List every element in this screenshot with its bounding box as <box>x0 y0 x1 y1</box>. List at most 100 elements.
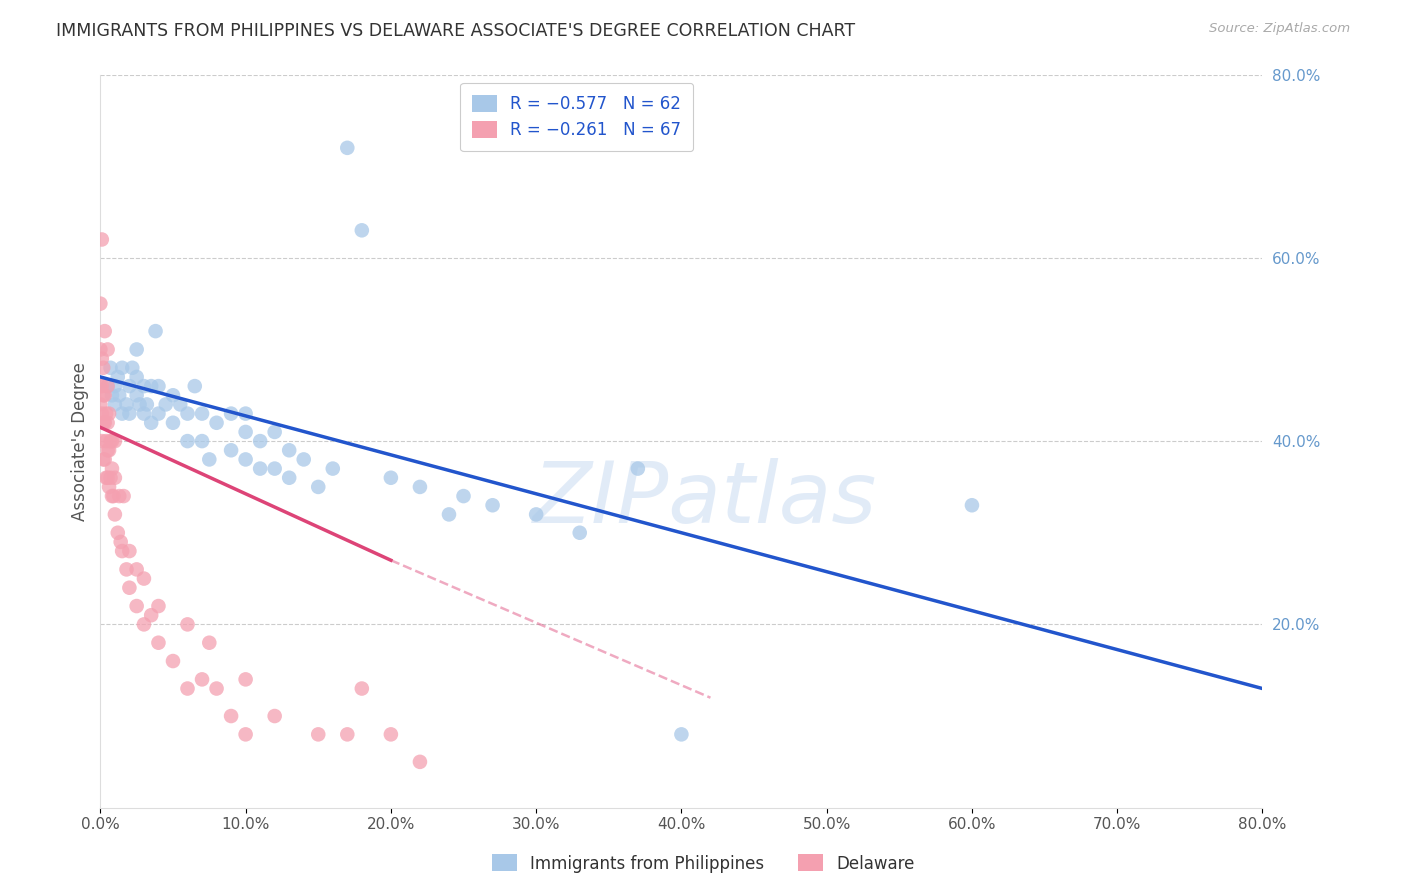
Point <box>132 379 155 393</box>
Point <box>148 407 170 421</box>
Point <box>235 673 257 687</box>
Point <box>380 471 402 485</box>
Y-axis label: Associate's Degree: Associate's Degree <box>72 361 89 521</box>
Point <box>132 617 155 632</box>
Point <box>93 324 115 338</box>
Point <box>350 223 373 237</box>
Point <box>100 471 122 485</box>
Point <box>111 360 134 375</box>
Point <box>148 636 170 650</box>
Point <box>97 416 120 430</box>
Point <box>307 480 329 494</box>
Point <box>97 443 120 458</box>
Point <box>176 617 198 632</box>
Point <box>191 673 214 687</box>
Point <box>380 727 402 741</box>
Point <box>235 407 257 421</box>
Point <box>91 360 114 375</box>
Point <box>93 388 115 402</box>
Point <box>135 397 157 411</box>
Point <box>115 562 138 576</box>
Point <box>278 443 301 458</box>
Legend: R = −0.577   N = 62, R = −0.261   N = 67: R = −0.577 N = 62, R = −0.261 N = 67 <box>461 83 693 151</box>
Point <box>249 461 271 475</box>
Point <box>198 452 221 467</box>
Point <box>115 397 138 411</box>
Point <box>108 388 131 402</box>
Point <box>91 452 114 467</box>
Point <box>104 508 127 522</box>
Point <box>104 397 127 411</box>
Point <box>162 388 184 402</box>
Point <box>98 443 121 458</box>
Point <box>453 489 475 503</box>
Point <box>568 525 591 540</box>
Point <box>132 572 155 586</box>
Point <box>93 416 115 430</box>
Point <box>108 489 131 503</box>
Point <box>118 581 141 595</box>
Point <box>93 452 115 467</box>
Point <box>191 434 214 449</box>
Point <box>125 370 148 384</box>
Point <box>176 681 198 696</box>
Point <box>184 379 207 393</box>
Point <box>118 407 141 421</box>
Point <box>97 343 120 357</box>
Point <box>90 232 112 246</box>
Point <box>960 498 983 512</box>
Point <box>235 727 257 741</box>
Point <box>307 727 329 741</box>
Point <box>89 296 111 310</box>
Point <box>219 709 242 723</box>
Text: ZIPatlas: ZIPatlas <box>533 458 877 541</box>
Point <box>89 379 111 393</box>
Point <box>111 544 134 558</box>
Point <box>107 370 129 384</box>
Point <box>104 379 127 393</box>
Point <box>176 434 198 449</box>
Point <box>91 388 114 402</box>
Point <box>191 407 214 421</box>
Text: Source: ZipAtlas.com: Source: ZipAtlas.com <box>1209 22 1350 36</box>
Point <box>104 434 127 449</box>
Point <box>235 425 257 439</box>
Point <box>198 636 221 650</box>
Text: IMMIGRANTS FROM PHILIPPINES VS DELAWARE ASSOCIATE'S DEGREE CORRELATION CHART: IMMIGRANTS FROM PHILIPPINES VS DELAWARE … <box>56 22 855 40</box>
Point <box>219 407 242 421</box>
Point <box>110 535 132 549</box>
Point <box>91 416 114 430</box>
Point <box>263 425 285 439</box>
Point <box>627 461 650 475</box>
Point <box>278 471 301 485</box>
Point <box>148 379 170 393</box>
Point <box>100 360 122 375</box>
Point <box>148 599 170 613</box>
Point <box>100 434 122 449</box>
Point <box>118 379 141 393</box>
Point <box>409 755 432 769</box>
Point <box>205 681 228 696</box>
Point <box>409 480 432 494</box>
Legend: Immigrants from Philippines, Delaware: Immigrants from Philippines, Delaware <box>485 847 921 880</box>
Point <box>90 379 112 393</box>
Point <box>263 709 285 723</box>
Point <box>128 397 150 411</box>
Point <box>336 727 359 741</box>
Point <box>322 461 344 475</box>
Point <box>90 407 112 421</box>
Point <box>98 407 121 421</box>
Point <box>101 434 124 449</box>
Point <box>101 489 124 503</box>
Point <box>97 379 120 393</box>
Point <box>155 397 177 411</box>
Point <box>336 141 359 155</box>
Point <box>121 360 143 375</box>
Point <box>249 434 271 449</box>
Point <box>97 471 120 485</box>
Point <box>162 654 184 668</box>
Point <box>111 407 134 421</box>
Point <box>90 351 112 366</box>
Point <box>141 416 163 430</box>
Point <box>103 489 125 503</box>
